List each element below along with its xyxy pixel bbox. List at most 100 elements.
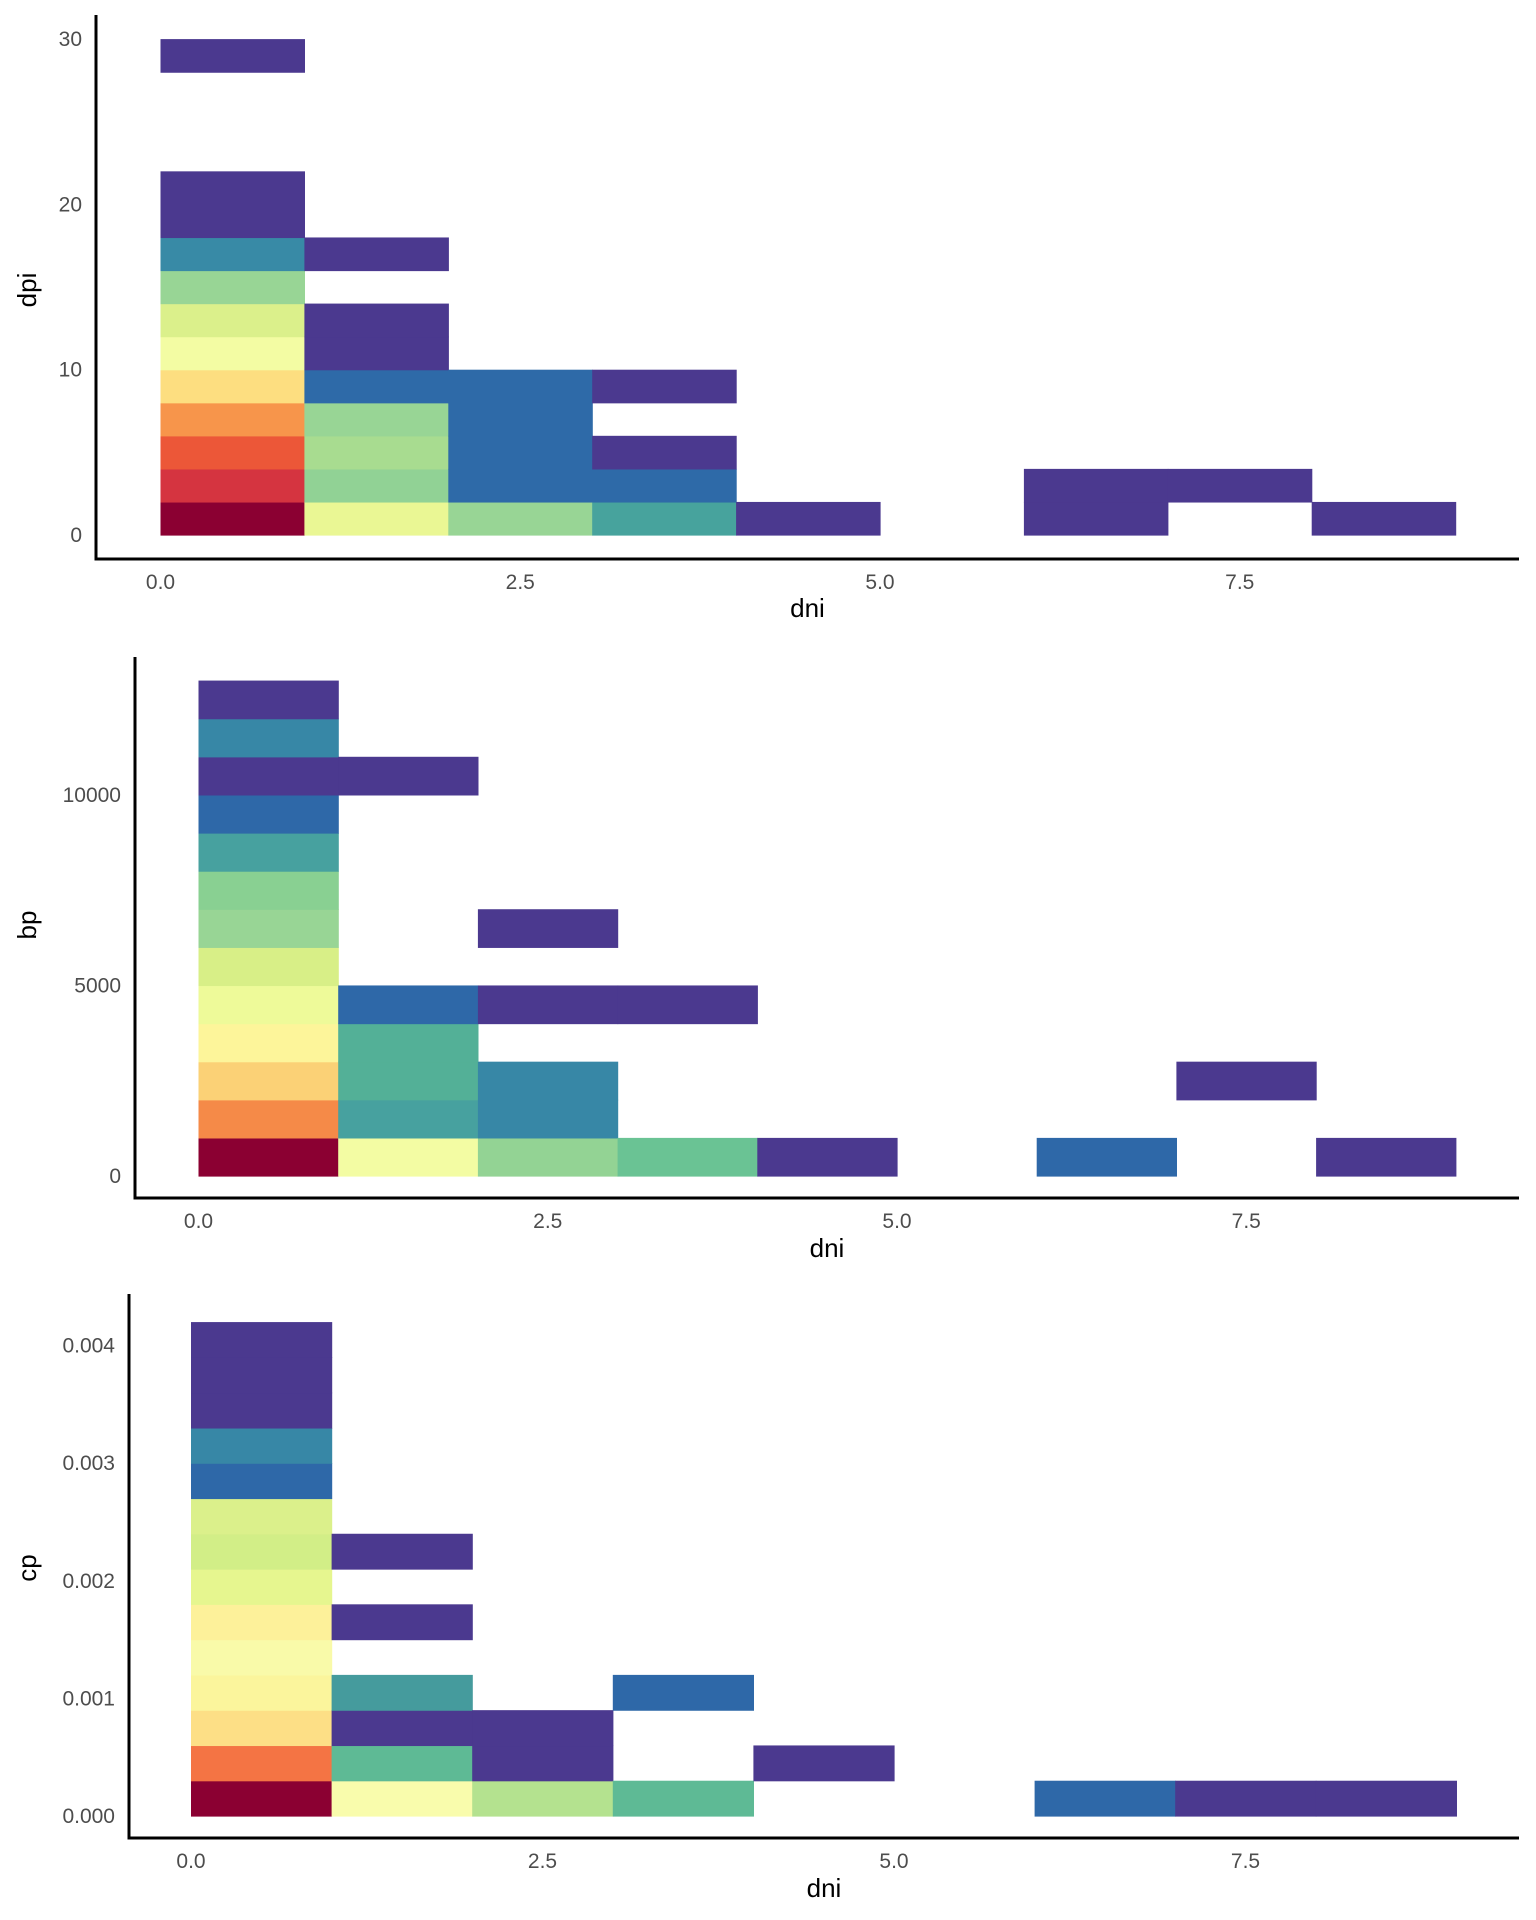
heatmap-cell bbox=[160, 501, 305, 536]
heatmap-cell bbox=[191, 1322, 333, 1358]
heatmap-cell bbox=[1034, 1780, 1176, 1817]
heatmap-cell bbox=[191, 1392, 333, 1429]
heatmap-cell bbox=[1316, 1137, 1457, 1177]
x-tick-label: 0.0 bbox=[184, 1210, 213, 1233]
heatmap-cell bbox=[198, 871, 339, 910]
heatmap-cell bbox=[472, 1780, 614, 1817]
heatmap-cell bbox=[338, 1023, 479, 1063]
heatmap-cell bbox=[757, 1137, 898, 1177]
heatmap-cell bbox=[477, 985, 619, 1025]
heatmap-cell bbox=[304, 435, 449, 470]
heatmap-cell bbox=[1023, 468, 1169, 503]
y-tick-label: 0.002 bbox=[62, 1570, 115, 1593]
heatmap-cell bbox=[1315, 1780, 1457, 1817]
heatmap-cell bbox=[338, 985, 479, 1025]
heatmap-cell bbox=[331, 1533, 473, 1570]
heatmap-cell bbox=[1167, 468, 1313, 503]
cells-group bbox=[160, 39, 1457, 536]
x-tick-label: 2.5 bbox=[528, 1850, 557, 1873]
heatmap-cell bbox=[331, 1745, 473, 1782]
heatmap-cell bbox=[472, 1745, 614, 1782]
heatmap-cell bbox=[191, 1427, 333, 1464]
heatmap-cell bbox=[304, 303, 449, 338]
panel-dpi-vs-dni: 0 10 20 30 0.0 2.5 5.0 7.5 dni dpi bbox=[12, 15, 1519, 623]
heatmap-cell bbox=[160, 303, 305, 338]
heatmap-cell bbox=[191, 1780, 333, 1817]
heatmap-cell bbox=[331, 1780, 473, 1817]
heatmap-cell bbox=[198, 1023, 339, 1063]
x-tick-label: 0.0 bbox=[146, 571, 175, 594]
x-axis-label: dni bbox=[810, 1233, 845, 1263]
heatmap-cell bbox=[191, 1533, 333, 1570]
heatmap-cell bbox=[160, 369, 305, 404]
x-tick-labels: 0.0 2.5 5.0 7.5 bbox=[184, 1210, 1261, 1233]
heatmap-cell bbox=[160, 435, 305, 470]
y-tick-label: 20 bbox=[59, 193, 82, 216]
heatmap-cell bbox=[612, 1780, 754, 1817]
y-tick-label: 0.004 bbox=[62, 1335, 115, 1358]
x-tick-label: 5.0 bbox=[879, 1850, 908, 1873]
heatmap-cell bbox=[338, 756, 479, 796]
heatmap-cell bbox=[448, 435, 593, 470]
heatmap-cell bbox=[617, 1137, 758, 1177]
heatmap-cell bbox=[160, 336, 305, 371]
heatmap-cell bbox=[331, 1674, 473, 1711]
heatmap-cell bbox=[331, 1604, 473, 1641]
heatmap-cell bbox=[198, 794, 339, 834]
heatmap-cell bbox=[198, 1061, 339, 1101]
heatmap-cell bbox=[160, 204, 305, 239]
heatmap-cell bbox=[448, 501, 593, 536]
x-tick-label: 2.5 bbox=[506, 571, 535, 594]
heatmap-cell bbox=[448, 468, 593, 503]
y-tick-label: 0 bbox=[70, 524, 82, 547]
heatmap-cell bbox=[448, 369, 593, 404]
heatmap-cell bbox=[160, 39, 305, 73]
heatmap-cell bbox=[160, 402, 305, 437]
cells-group bbox=[198, 680, 1457, 1177]
heatmap-cell bbox=[198, 680, 339, 720]
panel-bp-vs-dni: 0 5000 10000 0.0 2.5 5.0 7.5 dni bp bbox=[12, 657, 1519, 1263]
x-tick-label: 0.0 bbox=[176, 1850, 205, 1873]
heatmap-cell bbox=[477, 909, 619, 948]
x-tick-label: 7.5 bbox=[1231, 1850, 1260, 1873]
heatmap-cell bbox=[160, 171, 305, 205]
heatmap-cell bbox=[477, 1099, 619, 1139]
heatmap-cell bbox=[198, 718, 339, 758]
heatmap-cell bbox=[191, 1569, 333, 1605]
x-axis-label: dni bbox=[790, 593, 825, 623]
heatmap-cell bbox=[198, 947, 339, 987]
x-tick-label: 7.5 bbox=[1232, 1210, 1261, 1233]
heatmap-cell bbox=[592, 501, 737, 536]
heatmap-cell bbox=[160, 237, 305, 272]
x-tick-label: 5.0 bbox=[882, 1210, 911, 1233]
heatmap-cell bbox=[477, 1061, 619, 1101]
heatmap-cell bbox=[191, 1498, 333, 1535]
panel-cp-vs-dni: 0.000 0.001 0.002 0.003 0.004 0.0 2.5 5.0 7.5 d… bbox=[12, 1294, 1519, 1903]
heatmap-cell bbox=[1023, 501, 1169, 536]
heatmap-cell bbox=[304, 369, 449, 404]
heatmap-cell bbox=[592, 468, 737, 503]
heatmap-cell bbox=[304, 336, 449, 371]
heatmap-cell bbox=[191, 1357, 333, 1394]
heatmap-cell bbox=[448, 402, 593, 437]
heatmap-cell bbox=[191, 1463, 333, 1500]
heatmap-cell bbox=[198, 1099, 339, 1139]
y-tick-label: 10000 bbox=[63, 784, 121, 807]
y-tick-label: 0 bbox=[109, 1165, 121, 1188]
heatmap-cell bbox=[304, 402, 449, 437]
y-tick-label: 0.001 bbox=[62, 1687, 115, 1710]
y-axis-label: cp bbox=[12, 1554, 42, 1581]
x-axis-label: dni bbox=[807, 1873, 842, 1903]
heatmap-cell bbox=[1176, 1061, 1317, 1101]
heatmap-cell bbox=[736, 501, 881, 536]
heatmap-cell bbox=[191, 1604, 333, 1641]
cells-group bbox=[191, 1322, 1457, 1817]
x-tick-labels: 0.0 2.5 5.0 7.5 bbox=[146, 571, 1254, 594]
y-tick-labels: 0.000 0.001 0.002 0.003 0.004 bbox=[62, 1335, 115, 1828]
y-tick-label: 30 bbox=[59, 28, 82, 51]
heatmap-cell bbox=[198, 909, 339, 948]
y-axis-label: dpi bbox=[12, 273, 42, 308]
x-tick-labels: 0.0 2.5 5.0 7.5 bbox=[176, 1850, 1260, 1873]
heatmap-cell bbox=[160, 270, 305, 305]
x-tick-label: 7.5 bbox=[1225, 571, 1254, 594]
